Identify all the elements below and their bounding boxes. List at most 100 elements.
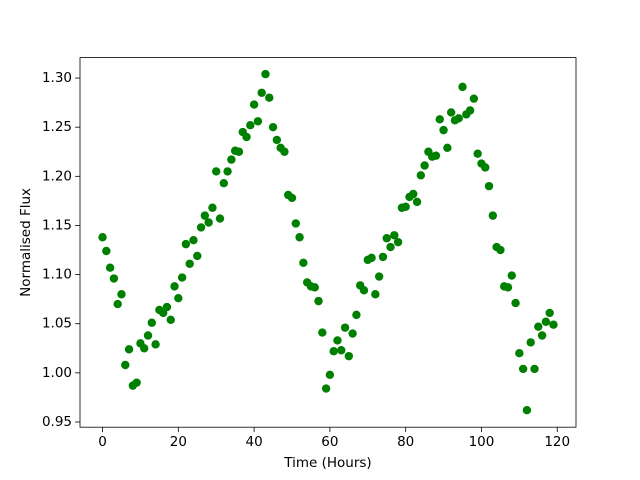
point [215,214,225,223]
point [234,147,244,156]
point [265,93,274,102]
point [121,360,130,370]
point [401,202,410,211]
x-tick-label: 120 [544,434,570,450]
point [219,178,228,188]
point [390,231,399,240]
point [117,290,126,299]
y-tick-label: 1.25 [42,119,72,135]
point [530,364,539,374]
point [318,328,327,337]
point [337,346,346,355]
point [541,317,551,326]
point [386,242,395,252]
point [537,331,547,340]
point [409,189,418,199]
point [143,331,153,340]
point [185,259,194,268]
y-tick-label: 1.30 [42,70,72,86]
point [507,271,516,280]
point [412,197,422,207]
point [340,323,350,332]
point [333,336,342,345]
point [193,251,202,261]
point [458,82,467,92]
point [382,234,391,243]
point [98,233,107,242]
point [132,378,141,387]
point [147,318,157,327]
point [174,293,183,303]
point [511,298,520,308]
point [518,364,528,374]
point [140,344,149,353]
point [473,149,482,158]
point [291,219,300,228]
point [246,121,255,130]
point [481,163,490,172]
point [105,263,115,272]
point [287,193,297,203]
point [310,283,319,292]
point [549,320,558,329]
point [177,273,187,282]
point [439,125,448,135]
point [371,290,380,299]
point [465,106,475,115]
x-axis-label: Time (Hours) [283,455,371,471]
point [242,132,251,142]
point [113,299,122,309]
point [348,329,357,338]
point [435,115,444,124]
point [181,239,191,249]
point [420,161,429,170]
point [200,211,210,220]
point [352,310,361,320]
point [443,143,452,153]
point [261,69,270,79]
point [503,283,513,292]
x-tick-label: 60 [321,434,338,450]
point [416,171,426,180]
point [469,94,479,103]
point [526,338,535,347]
point [367,253,376,263]
point [484,181,494,191]
point [162,302,172,312]
y-axis-label: Normalised Flux [18,188,34,297]
point [329,347,338,356]
y-tick-label: 1.15 [42,217,72,233]
point [189,235,198,245]
point [431,151,441,160]
point [223,167,232,176]
point [272,135,282,145]
point [299,258,308,267]
point [151,340,160,349]
point [227,155,236,164]
point [359,286,369,295]
point [374,272,384,281]
point [344,351,354,361]
point [534,322,543,331]
point [249,100,259,109]
point [393,237,403,247]
point [378,252,388,262]
y-tick-label: 1.05 [42,316,72,332]
y-tick-label: 1.20 [42,168,72,184]
point [253,117,263,126]
x-tick-label: 20 [170,434,187,450]
point [325,370,335,380]
y-tick-label: 0.95 [42,414,72,430]
point [295,233,304,242]
plot-frame [79,57,577,428]
point [522,405,532,415]
point [314,296,323,306]
point [208,203,217,212]
point [446,108,456,117]
y-tick-label: 1.00 [42,365,72,381]
x-tick-label: 40 [246,434,263,450]
y-tick-label: 1.10 [42,267,72,283]
point [166,315,175,324]
point [280,147,289,156]
